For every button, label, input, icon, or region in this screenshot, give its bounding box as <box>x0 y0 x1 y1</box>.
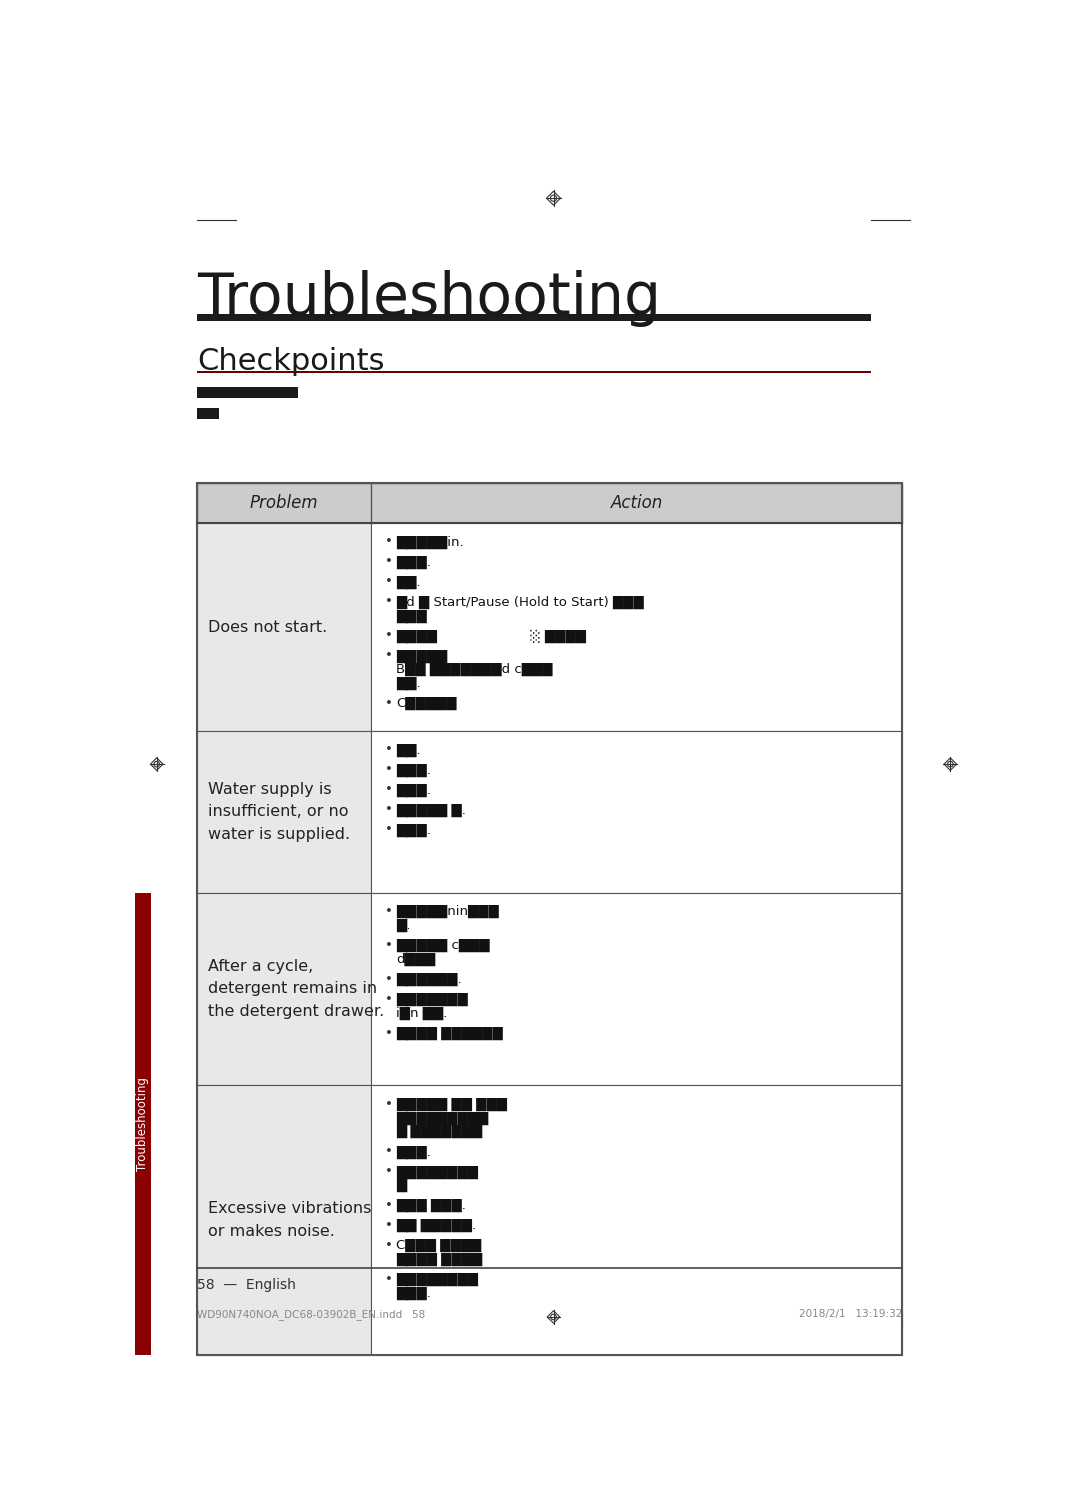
Text: Action: Action <box>610 494 663 511</box>
Text: •: • <box>386 744 393 756</box>
Text: █████ █.: █████ █. <box>396 804 467 817</box>
Text: •: • <box>386 1239 393 1252</box>
Text: Problem: Problem <box>249 494 319 511</box>
Bar <box>372 893 902 1085</box>
Text: ███.: ███. <box>396 556 431 568</box>
Text: 58  —  English: 58 — English <box>197 1278 296 1293</box>
Text: After a cycle,
detergent remains in
the detergent drawer.: After a cycle, detergent remains in the … <box>207 959 384 1018</box>
Text: ██ █████.: ██ █████. <box>396 1220 476 1233</box>
Text: █████in.: █████in. <box>396 535 463 549</box>
Text: •: • <box>386 698 393 710</box>
Text: •: • <box>386 763 393 777</box>
Text: ██████.: ██████. <box>396 972 462 986</box>
Text: █.: █. <box>396 918 410 932</box>
Text: █████ c███: █████ c███ <box>396 939 490 953</box>
Text: ████                      ░ ████: ████ ░ ████ <box>396 629 586 643</box>
Bar <box>197 315 872 322</box>
Text: Checkpoints: Checkpoints <box>197 347 384 376</box>
Text: ███: ███ <box>396 610 427 623</box>
Text: •: • <box>386 535 393 549</box>
Text: ███.: ███. <box>396 763 431 777</box>
Text: ███.: ███. <box>396 1145 431 1159</box>
Text: i█n ██.: i█n ██. <box>396 1006 447 1020</box>
Text: █████: █████ <box>396 650 447 662</box>
Text: C█████: C█████ <box>396 698 457 710</box>
Bar <box>197 371 872 373</box>
Text: •: • <box>386 783 393 796</box>
Text: •: • <box>386 1273 393 1287</box>
Text: ██.: ██. <box>396 677 421 690</box>
Text: •: • <box>386 1145 393 1159</box>
Text: •: • <box>386 1027 393 1039</box>
Bar <box>197 523 372 731</box>
Text: ██.: ██. <box>396 576 421 589</box>
Text: •: • <box>386 939 393 951</box>
Text: •: • <box>386 823 393 836</box>
Text: •: • <box>386 1199 393 1212</box>
Bar <box>197 731 372 893</box>
Text: ████ ████: ████ ████ <box>396 1252 483 1266</box>
Bar <box>197 483 902 523</box>
Text: •: • <box>386 1097 393 1111</box>
Text: ████████: ████████ <box>396 1273 478 1287</box>
Text: █d █ Start/Pause (Hold to Start) ███: █d █ Start/Pause (Hold to Start) ███ <box>396 595 644 608</box>
Text: •: • <box>386 556 393 568</box>
Text: ████ ██████: ████ ██████ <box>396 1027 503 1039</box>
Text: •: • <box>386 1220 393 1232</box>
Text: •: • <box>386 650 393 662</box>
Text: ████████: ████████ <box>396 1166 478 1178</box>
Text: ███.: ███. <box>396 823 431 836</box>
Text: ███.: ███. <box>396 1287 431 1300</box>
Text: 2018/2/1   13:19:32: 2018/2/1 13:19:32 <box>799 1309 902 1320</box>
Text: •: • <box>386 993 393 1006</box>
Text: Water supply is
insufﬁcient, or no
water is supplied.: Water supply is insufﬁcient, or no water… <box>207 783 350 841</box>
Text: ███████: ███████ <box>396 993 468 1006</box>
Text: █████ ██ ███: █████ ██ ███ <box>396 1097 508 1111</box>
Text: ███.: ███. <box>396 783 431 796</box>
Text: C███ ████: C███ ████ <box>396 1239 482 1252</box>
Text: •: • <box>386 972 393 986</box>
Text: •: • <box>386 804 393 817</box>
Bar <box>372 523 902 731</box>
Text: █ ███████: █ ███████ <box>396 1126 483 1139</box>
Bar <box>372 731 902 893</box>
Text: •: • <box>386 905 393 918</box>
Text: WD90N740NOA_DC68-03902B_EN.indd   58: WD90N740NOA_DC68-03902B_EN.indd 58 <box>197 1309 426 1320</box>
Text: ███ ███.: ███ ███. <box>396 1199 467 1212</box>
Text: •: • <box>386 1166 393 1178</box>
Text: ██.: ██. <box>396 744 421 756</box>
Bar <box>197 483 902 1355</box>
Text: d███: d███ <box>396 953 435 966</box>
Bar <box>197 1085 372 1355</box>
Text: █████████: █████████ <box>396 1111 488 1124</box>
Text: •: • <box>386 595 393 608</box>
Bar <box>135 893 150 1355</box>
Text: Troubleshooting: Troubleshooting <box>197 270 661 327</box>
Text: Excessive vibrations
or makes noise.: Excessive vibrations or makes noise. <box>207 1202 372 1239</box>
Text: Troubleshooting: Troubleshooting <box>136 1077 149 1170</box>
Text: •: • <box>386 576 393 589</box>
Bar <box>197 893 372 1085</box>
Bar <box>372 1085 902 1355</box>
Text: Does not start.: Does not start. <box>207 620 327 635</box>
Bar <box>197 386 298 398</box>
Text: B██ ███████d c███: B██ ███████d c███ <box>396 663 553 677</box>
Text: █: █ <box>396 1179 406 1193</box>
Text: •: • <box>386 629 393 643</box>
Text: █████nin███: █████nin███ <box>396 905 499 918</box>
Bar <box>197 409 218 419</box>
